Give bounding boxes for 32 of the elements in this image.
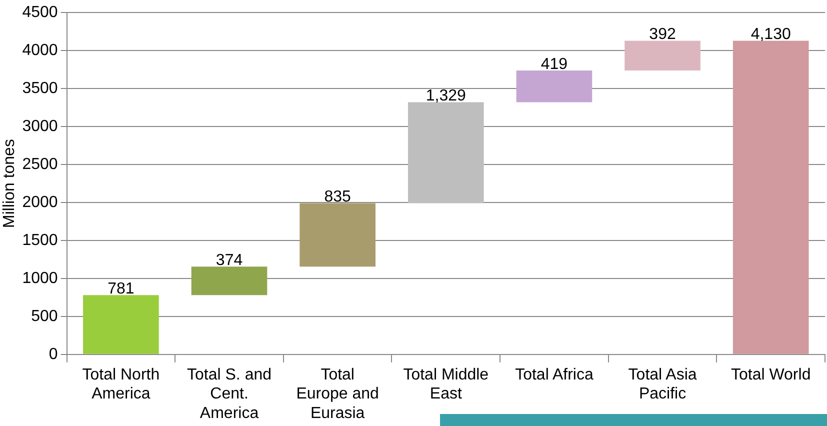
- data-label: 392: [649, 26, 676, 44]
- y-tick-label: 500: [31, 308, 58, 325]
- bar: [516, 70, 592, 102]
- x-tick-label: Total Asia Pacific: [628, 366, 697, 403]
- data-label: 835: [324, 188, 352, 206]
- y-tick-label: 0: [48, 346, 58, 363]
- y-tick-label: 2500: [22, 156, 58, 173]
- y-tick-label: 1500: [22, 232, 58, 249]
- x-tick-label: Total Middle East: [403, 366, 489, 403]
- bar: [732, 40, 809, 354]
- y-tick-label: 1000: [22, 270, 58, 287]
- bar: [408, 102, 484, 204]
- x-tick-label: Total S. and Cent. America: [187, 366, 272, 422]
- y-tick-label: 3500: [22, 80, 58, 97]
- x-tick-label: Total World: [730, 366, 811, 384]
- y-tick-label: 2000: [22, 194, 58, 211]
- y-tick-label: 4000: [22, 42, 58, 59]
- x-tick-label: Total Africa: [515, 366, 594, 384]
- data-label: 781: [108, 280, 134, 298]
- bar: [191, 266, 268, 296]
- y-tick-label: 4500: [22, 4, 58, 22]
- bar: [83, 295, 159, 354]
- data-label: 1,329: [426, 88, 466, 105]
- y-tick-label: 3000: [22, 118, 58, 135]
- bar: [300, 203, 376, 267]
- x-tick-label: Total Europe and Eurasia: [296, 366, 379, 422]
- data-label: 4,130: [750, 26, 791, 44]
- data-label: 419: [540, 56, 568, 73]
- bar: [624, 40, 700, 70]
- x-tick-label: Total North America: [82, 366, 160, 403]
- y-axis-title: Million tones: [1, 139, 18, 228]
- data-label: 374: [216, 252, 243, 270]
